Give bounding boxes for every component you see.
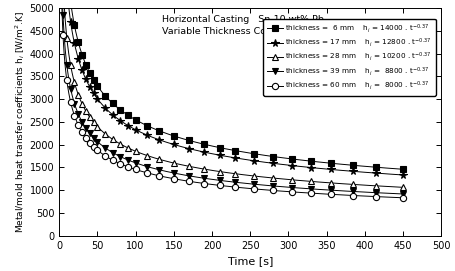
Legend: thickness =  6 mm    h$_i$ = 14000 . t$^{-0.37}$, thickness = 17 mm    h$_i$ = 1: thickness = 6 mm h$_i$ = 14000 . t$^{-0.… bbox=[263, 19, 436, 95]
Text: Horizontal Casting   Sn-10 wt% Pb
Variable Thickness Copper Mold: Horizontal Casting Sn-10 wt% Pb Variable… bbox=[162, 15, 324, 36]
X-axis label: Time [s]: Time [s] bbox=[228, 256, 273, 266]
Y-axis label: Metal/mold heat transfer coefficients h$_i$ [W/m$^2$.K]: Metal/mold heat transfer coefficients h$… bbox=[13, 11, 27, 233]
